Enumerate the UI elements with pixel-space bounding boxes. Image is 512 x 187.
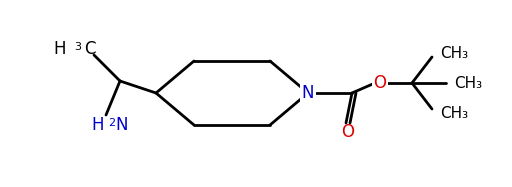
Text: 3: 3 <box>74 42 81 52</box>
Text: 2: 2 <box>108 118 115 128</box>
Text: CH₃: CH₃ <box>440 45 468 61</box>
Text: N: N <box>302 84 314 102</box>
Text: H: H <box>92 116 104 134</box>
Text: O: O <box>342 123 354 141</box>
Text: N: N <box>115 116 127 134</box>
Text: H: H <box>53 40 66 58</box>
Text: O: O <box>373 74 387 92</box>
Text: C: C <box>84 40 96 58</box>
Text: CH₃: CH₃ <box>454 76 482 91</box>
Text: CH₃: CH₃ <box>440 105 468 120</box>
